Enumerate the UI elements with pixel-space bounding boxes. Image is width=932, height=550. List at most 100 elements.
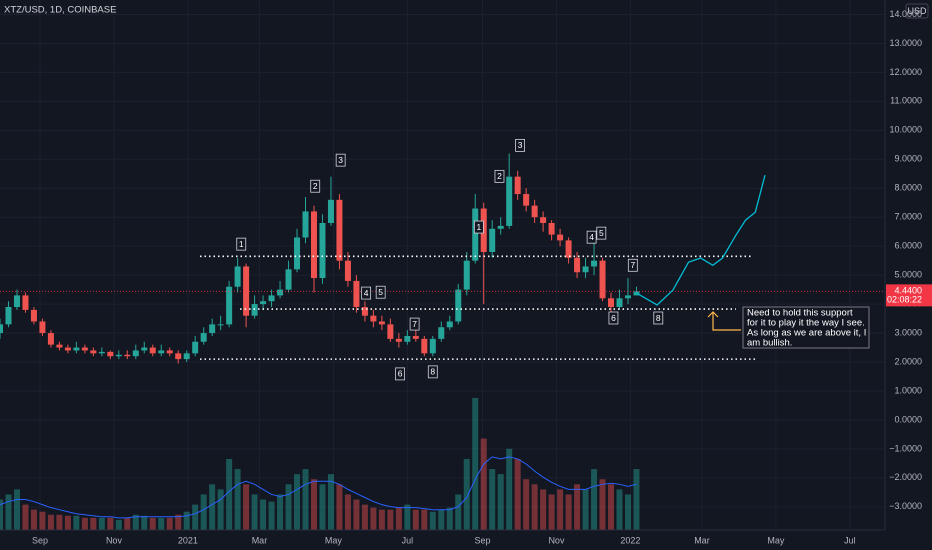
wave-label-box — [395, 367, 405, 381]
wave-label-box — [409, 317, 420, 331]
x-tick-label: Jul — [402, 535, 414, 545]
volume-bar — [56, 514, 63, 530]
y-tick-label: 14.0000 — [889, 9, 922, 19]
candle-body — [387, 324, 394, 339]
volume-bar — [608, 484, 615, 530]
wave-label: 2 — [313, 181, 318, 191]
candle-body — [115, 354, 122, 357]
x-tick-label: Nov — [548, 535, 565, 545]
candle-body — [73, 347, 80, 351]
volume-bar — [557, 489, 564, 530]
wave-label: 2 — [497, 171, 502, 181]
candle-body — [226, 286, 233, 325]
y-tick-label: 12.0000 — [889, 67, 922, 77]
currency-button[interactable] — [905, 3, 929, 19]
candle-body — [523, 194, 530, 206]
volume-bar — [81, 517, 88, 530]
wave-label: 5 — [599, 228, 604, 238]
note-box — [742, 306, 870, 349]
volume-bar — [39, 511, 46, 530]
candle-body — [47, 333, 54, 345]
volume-bar — [175, 514, 182, 530]
x-tick-label: Nov — [106, 535, 123, 545]
candle-body — [39, 321, 46, 334]
y-tick-label: −1.0000 — [889, 443, 922, 453]
volume-bar — [599, 479, 606, 530]
candle-body — [98, 351, 105, 354]
volume-bar — [5, 494, 12, 530]
volume-bar — [497, 474, 504, 530]
volume-bar — [158, 517, 165, 530]
wave-label: 1 — [239, 239, 244, 249]
candle-body — [234, 266, 241, 287]
note-line: for it to play it the way I see. — [747, 318, 865, 329]
note-line: Need to hold this support — [747, 308, 853, 319]
volume-bar — [285, 484, 292, 530]
volume-bar — [30, 509, 37, 530]
candle-body — [404, 335, 411, 342]
candle-body — [192, 341, 199, 354]
wave-label-box — [494, 169, 505, 183]
volume-bar — [421, 509, 428, 530]
y-tick-label: 13.0000 — [889, 38, 922, 48]
candle-body — [463, 260, 470, 290]
x-tick-label: May — [767, 535, 785, 545]
x-tick-label: Mar — [694, 535, 710, 545]
volume-bar — [336, 484, 343, 530]
candle-body — [81, 347, 88, 351]
last-price-label: 4.4400 — [894, 286, 922, 296]
wave-label: 3 — [518, 140, 523, 150]
y-tick-label: 1.0000 — [894, 385, 922, 395]
candle-body — [370, 315, 377, 322]
volume-bar — [327, 474, 334, 530]
volume-bar — [523, 479, 530, 530]
volume-bar — [489, 469, 496, 530]
y-tick-label: 10.0000 — [889, 125, 922, 135]
candle-body — [30, 309, 37, 322]
wave-label: 6 — [611, 313, 616, 323]
volume-bar — [183, 511, 190, 530]
volume-bar — [480, 438, 487, 530]
candle-body — [22, 295, 29, 310]
volume-bar — [616, 489, 623, 530]
currency[interactable]: USD — [907, 6, 927, 16]
volume-bar — [294, 474, 301, 530]
symbol: XTZ/USD, 1D, COINBASE — [4, 5, 116, 16]
wave-label: 8 — [430, 367, 435, 377]
volume-bar — [64, 515, 71, 530]
candle-body — [209, 324, 216, 334]
y-tick-label: −2.0000 — [889, 472, 922, 482]
countdown: 02:08:22 — [887, 295, 922, 305]
candle-body — [624, 295, 631, 299]
candle-body — [557, 234, 564, 241]
volume-bar — [319, 484, 326, 530]
candle-body — [412, 335, 419, 339]
candle-body — [378, 321, 385, 325]
candle-body — [336, 199, 343, 261]
candle-body — [565, 240, 572, 258]
volume-bar — [455, 494, 462, 530]
volume-bar — [243, 484, 250, 530]
candle-body — [175, 353, 182, 360]
candle-body — [591, 260, 598, 267]
volume-bar — [200, 494, 207, 530]
volume-bar — [251, 494, 258, 530]
candle-body — [5, 306, 12, 325]
volume-bar — [277, 494, 284, 530]
wave-label-box — [515, 138, 525, 152]
y-tick-label: 7.0000 — [894, 212, 922, 222]
candle-body — [514, 176, 521, 195]
volume-bar — [149, 517, 156, 530]
candle-body — [327, 199, 334, 224]
wave-label-box — [608, 311, 619, 325]
volume-bar — [132, 514, 139, 530]
volume-ma — [0, 456, 637, 519]
volume-bar — [124, 517, 131, 530]
volume-bar — [395, 507, 402, 530]
wave-label-box — [586, 230, 597, 244]
volume-bar — [387, 509, 394, 530]
candle-body — [472, 208, 479, 261]
volume-bar — [268, 501, 275, 530]
volume-bar — [302, 469, 309, 530]
